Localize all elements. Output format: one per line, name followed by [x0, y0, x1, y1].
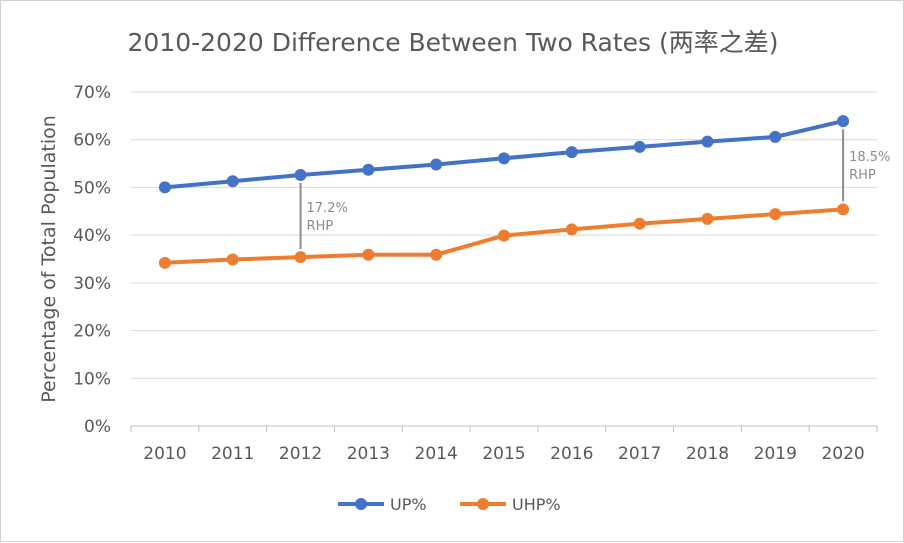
legend: UP% UHP%: [338, 495, 561, 514]
legend-swatch-marker: [477, 498, 489, 510]
data-point: [158, 256, 171, 269]
difference-rhp-label: RHP: [849, 168, 876, 183]
legend-entry-label: UP%: [390, 495, 427, 514]
y-tick-label: 10%: [73, 369, 111, 389]
x-tick-label: 2016: [550, 444, 593, 464]
x-tick-label: 2014: [415, 444, 458, 464]
axes: 0% 10% 20% 30% 40% 50% 60% 70% 2010 2011 2012 2013 2…: [73, 83, 878, 464]
data-point: [701, 212, 714, 225]
y-tick-label: 60%: [73, 131, 111, 151]
data-point: [294, 169, 307, 182]
data-point: [498, 152, 510, 165]
data-point: [633, 140, 646, 153]
x-tick-label: 2015: [482, 444, 525, 464]
data-point: [633, 217, 646, 230]
y-tick-label: 0%: [84, 417, 111, 437]
data-point: [430, 158, 443, 171]
data-point: [565, 146, 578, 159]
data-point: [769, 208, 782, 221]
legend-entry-label: UHP%: [512, 495, 561, 514]
y-tick-label: 30%: [73, 274, 111, 294]
x-tick-label: 2010: [143, 444, 186, 464]
x-tick-label: 2017: [618, 444, 661, 464]
x-tick-label: 2018: [686, 444, 729, 464]
data-point: [837, 115, 850, 128]
y-tick-label: 50%: [73, 178, 111, 198]
y-tick-label: 70%: [73, 83, 111, 103]
y-tick-label: 40%: [73, 226, 111, 246]
data-point: [226, 253, 239, 266]
chart-title: 2010-2020 Difference Between Two Rates (…: [127, 28, 779, 57]
legend-swatch-marker: [355, 498, 367, 510]
x-tick-label: 2011: [211, 444, 254, 464]
data-point: [430, 248, 443, 261]
data-point: [769, 130, 782, 143]
series: [158, 115, 850, 269]
x-tick-label: 2012: [279, 444, 322, 464]
difference-rhp-label: RHP: [307, 219, 334, 234]
difference-value-label: 17.2%: [307, 201, 348, 216]
difference-value-label: 18.5%: [849, 150, 890, 165]
annotations: 17.2% RHP 18.5% RHP: [299, 129, 890, 250]
x-tick-label: 2013: [347, 444, 390, 464]
data-point: [226, 175, 239, 188]
x-tick-label: 2020: [821, 444, 864, 464]
data-point: [565, 223, 578, 236]
data-point: [498, 229, 510, 242]
data-point: [362, 163, 375, 176]
y-tick-label: 20%: [73, 322, 111, 342]
y-axis-label: Percentage of Total Population: [38, 115, 60, 403]
data-point: [294, 251, 307, 264]
x-tick-label: 2019: [754, 444, 797, 464]
data-point: [158, 181, 171, 194]
data-point: [362, 248, 375, 261]
data-point: [837, 203, 850, 216]
data-point: [701, 135, 714, 148]
